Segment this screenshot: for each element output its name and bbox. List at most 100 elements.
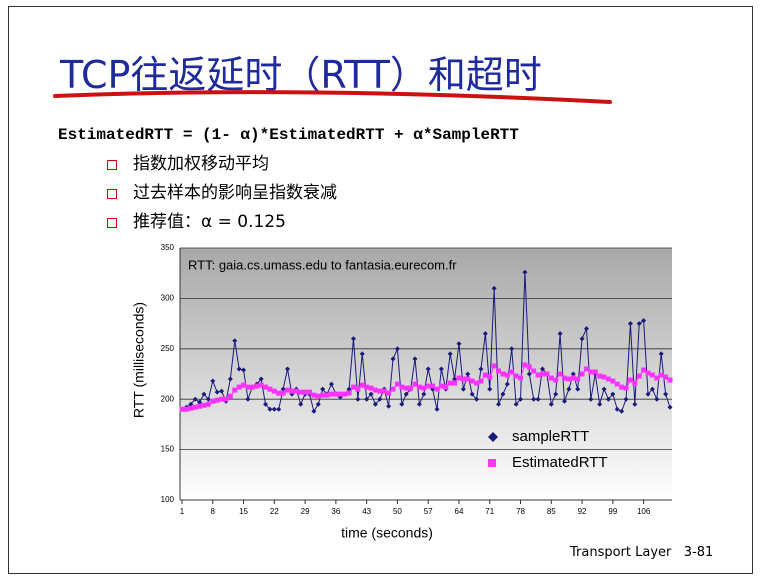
sample-point	[601, 386, 607, 392]
y-tick-label: 300	[161, 294, 175, 303]
sample-point	[280, 386, 286, 392]
sample-point	[368, 391, 374, 397]
estimated-point	[232, 387, 238, 393]
sample-point	[394, 346, 400, 352]
sample-point	[201, 391, 207, 397]
sample-point	[399, 401, 405, 407]
sample-point	[623, 396, 629, 402]
estimated-point	[280, 390, 286, 396]
estimated-point	[408, 385, 414, 391]
sample-point	[658, 351, 664, 357]
sample-point	[311, 408, 317, 414]
sample-point	[667, 404, 673, 410]
estimated-point	[364, 384, 370, 390]
sample-point	[526, 371, 532, 377]
estimated-point	[219, 396, 225, 402]
x-tick-label: 64	[455, 507, 464, 516]
y-tick-label: 350	[161, 243, 175, 252]
sample-point	[553, 391, 559, 397]
sample-point	[192, 396, 198, 402]
sample-point	[487, 386, 493, 392]
sample-point	[447, 351, 453, 357]
sample-point	[188, 401, 194, 407]
sample-point	[614, 406, 620, 412]
estimated-point	[324, 392, 330, 398]
estimated-point	[561, 375, 567, 381]
estimated-point	[346, 390, 352, 396]
estimated-point	[306, 389, 312, 395]
bullet-list: 指数加权移动平均 过去样本的影响呈指数衰减 推荐值：α = 0.125	[105, 150, 337, 237]
estimated-point	[403, 385, 409, 391]
estimated-point	[447, 380, 453, 386]
footer-text: Transport Layer	[570, 545, 672, 560]
sample-point	[649, 386, 655, 392]
estimated-point	[223, 396, 229, 402]
sample-point	[267, 406, 273, 412]
estimated-point	[276, 390, 282, 396]
sample-point	[557, 331, 563, 337]
estimated-point	[263, 384, 269, 390]
estimated-point	[540, 371, 546, 377]
estimated-point	[452, 380, 458, 386]
sample-point	[513, 401, 519, 407]
sample-point	[227, 376, 233, 382]
x-tick-label: 57	[424, 507, 433, 516]
estimated-point	[311, 392, 317, 398]
sample-point	[328, 381, 334, 387]
sample-point	[285, 366, 291, 372]
estimated-point	[663, 374, 669, 380]
sample-point	[597, 401, 603, 407]
sample-point	[518, 396, 524, 402]
estimated-point	[285, 387, 291, 393]
estimated-point	[350, 384, 356, 390]
sample-point	[377, 396, 383, 402]
sample-point	[548, 401, 554, 407]
estimated-point	[619, 384, 625, 390]
sample-point	[350, 336, 356, 342]
sample-point	[456, 341, 462, 347]
estimated-point	[570, 375, 576, 381]
estimated-point	[601, 374, 607, 380]
sample-point	[271, 406, 277, 412]
estimated-point	[526, 364, 532, 370]
estimated-point	[183, 406, 189, 412]
sample-point	[438, 366, 444, 372]
estimated-point	[377, 388, 383, 394]
sample-point	[346, 386, 352, 392]
estimated-point	[491, 363, 497, 369]
estimated-point	[368, 385, 374, 391]
estimated-point	[390, 386, 396, 392]
sample-point	[452, 376, 458, 382]
legend-label: EstimatedRTT	[512, 454, 608, 471]
sample-point	[298, 401, 304, 407]
sample-point	[566, 386, 572, 392]
sample-point	[465, 371, 471, 377]
sample-point	[412, 356, 418, 362]
estimated-point	[500, 371, 506, 377]
x-tick-label: 92	[578, 507, 587, 516]
estimated-point	[236, 384, 242, 390]
estimated-point	[579, 371, 585, 377]
bullet: 推荐值：α = 0.125	[105, 208, 337, 237]
x-tick-label: 71	[485, 507, 494, 516]
estimated-point	[496, 368, 502, 374]
sample-point	[583, 326, 589, 332]
sample-point	[355, 396, 361, 402]
series-line	[181, 272, 671, 413]
estimated-point	[482, 372, 488, 378]
x-tick-label: 78	[516, 507, 525, 516]
estimated-point	[566, 376, 572, 382]
estimated-point	[465, 376, 471, 382]
plot-title: RTT: gaia.cs.umass.edu to fantasia.eurec…	[188, 257, 457, 272]
x-tick-label: 1	[180, 507, 185, 516]
y-tick-label: 250	[161, 344, 175, 353]
sample-point	[403, 391, 409, 397]
y-axis-label: RTT (milliseconds)	[131, 302, 147, 418]
sample-point	[654, 396, 660, 402]
estimated-point	[605, 376, 611, 382]
estimated-point	[179, 406, 185, 412]
estimated-point	[535, 372, 541, 378]
estimated-point	[386, 390, 392, 396]
sample-point	[359, 351, 365, 357]
estimated-point	[249, 384, 255, 390]
